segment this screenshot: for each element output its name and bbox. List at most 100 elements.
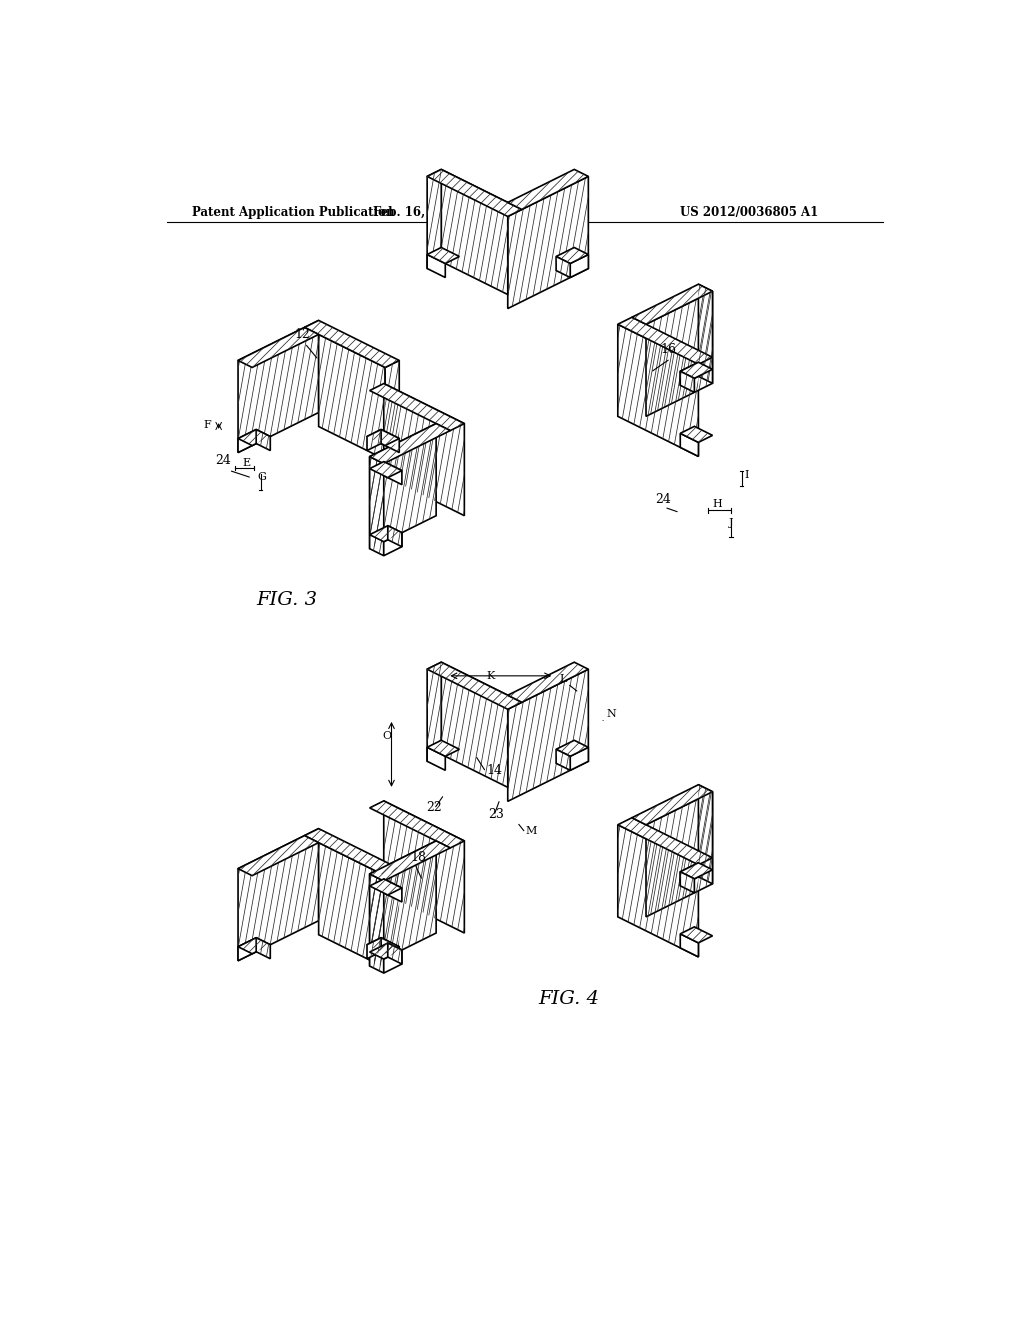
Polygon shape	[508, 169, 589, 210]
Polygon shape	[238, 937, 270, 954]
Polygon shape	[556, 256, 570, 277]
Polygon shape	[384, 801, 464, 933]
Polygon shape	[381, 429, 399, 453]
Text: M: M	[525, 826, 537, 837]
Polygon shape	[256, 937, 270, 958]
Text: 16: 16	[660, 343, 677, 356]
Polygon shape	[556, 750, 570, 771]
Polygon shape	[384, 384, 464, 516]
Text: 12: 12	[295, 327, 310, 341]
Polygon shape	[388, 525, 401, 546]
Polygon shape	[698, 284, 713, 383]
Polygon shape	[238, 829, 318, 961]
Text: Patent Application Publication: Patent Application Publication	[191, 206, 394, 219]
Polygon shape	[238, 429, 270, 446]
Polygon shape	[370, 942, 401, 960]
Polygon shape	[556, 741, 589, 756]
Polygon shape	[427, 741, 460, 756]
Text: 14: 14	[486, 764, 502, 777]
Polygon shape	[441, 169, 508, 294]
Polygon shape	[427, 741, 460, 756]
Polygon shape	[632, 284, 713, 325]
Polygon shape	[384, 384, 464, 516]
Polygon shape	[680, 362, 713, 379]
Polygon shape	[646, 292, 713, 416]
Polygon shape	[384, 462, 401, 484]
Polygon shape	[370, 879, 401, 895]
Polygon shape	[370, 841, 451, 880]
Polygon shape	[384, 801, 464, 933]
Polygon shape	[304, 321, 399, 367]
Text: L: L	[560, 675, 567, 684]
Text: 22: 22	[426, 801, 442, 814]
Polygon shape	[238, 836, 318, 875]
Polygon shape	[617, 818, 713, 865]
Polygon shape	[318, 842, 385, 968]
Polygon shape	[508, 669, 589, 801]
Polygon shape	[617, 825, 698, 957]
Polygon shape	[238, 836, 318, 875]
Text: K: K	[486, 671, 495, 681]
Polygon shape	[698, 784, 713, 884]
Polygon shape	[238, 937, 270, 954]
Polygon shape	[632, 784, 713, 825]
Polygon shape	[318, 334, 385, 459]
Polygon shape	[508, 169, 589, 210]
Polygon shape	[238, 321, 318, 453]
Polygon shape	[556, 741, 589, 756]
Polygon shape	[370, 879, 401, 895]
Polygon shape	[632, 784, 713, 825]
Text: 18: 18	[411, 850, 427, 863]
Polygon shape	[508, 663, 589, 702]
Polygon shape	[388, 942, 401, 964]
Polygon shape	[508, 663, 589, 702]
Polygon shape	[617, 818, 713, 865]
Text: 23: 23	[488, 808, 504, 821]
Polygon shape	[370, 525, 401, 541]
Polygon shape	[238, 429, 256, 453]
Polygon shape	[238, 321, 318, 453]
Text: E: E	[242, 458, 250, 469]
Polygon shape	[256, 429, 270, 450]
Text: G: G	[257, 473, 266, 482]
Polygon shape	[388, 942, 401, 964]
Polygon shape	[370, 384, 464, 430]
Polygon shape	[680, 927, 713, 942]
Polygon shape	[427, 663, 522, 709]
Polygon shape	[381, 937, 399, 961]
Polygon shape	[385, 869, 399, 968]
Text: 24: 24	[655, 492, 671, 506]
Polygon shape	[427, 663, 522, 709]
Polygon shape	[508, 669, 589, 801]
Text: F: F	[203, 420, 211, 430]
Polygon shape	[632, 284, 713, 325]
Polygon shape	[698, 784, 713, 884]
Polygon shape	[367, 937, 399, 954]
Polygon shape	[680, 371, 694, 392]
Polygon shape	[646, 792, 713, 917]
Polygon shape	[680, 863, 713, 879]
Text: J: J	[729, 517, 733, 528]
Polygon shape	[427, 169, 441, 268]
Polygon shape	[680, 362, 698, 385]
Polygon shape	[384, 533, 401, 556]
Polygon shape	[370, 874, 384, 973]
Polygon shape	[441, 663, 508, 787]
Polygon shape	[680, 433, 698, 457]
Polygon shape	[370, 874, 384, 973]
Polygon shape	[570, 747, 589, 771]
Polygon shape	[370, 424, 436, 549]
Polygon shape	[385, 360, 399, 459]
Polygon shape	[556, 247, 589, 264]
Polygon shape	[508, 177, 589, 309]
Polygon shape	[367, 429, 399, 446]
Polygon shape	[680, 871, 694, 892]
Polygon shape	[370, 841, 436, 966]
Polygon shape	[617, 325, 698, 457]
Polygon shape	[318, 334, 385, 459]
Polygon shape	[441, 169, 508, 294]
Polygon shape	[680, 927, 713, 942]
Polygon shape	[370, 424, 451, 463]
Polygon shape	[427, 247, 460, 264]
Polygon shape	[680, 871, 694, 892]
